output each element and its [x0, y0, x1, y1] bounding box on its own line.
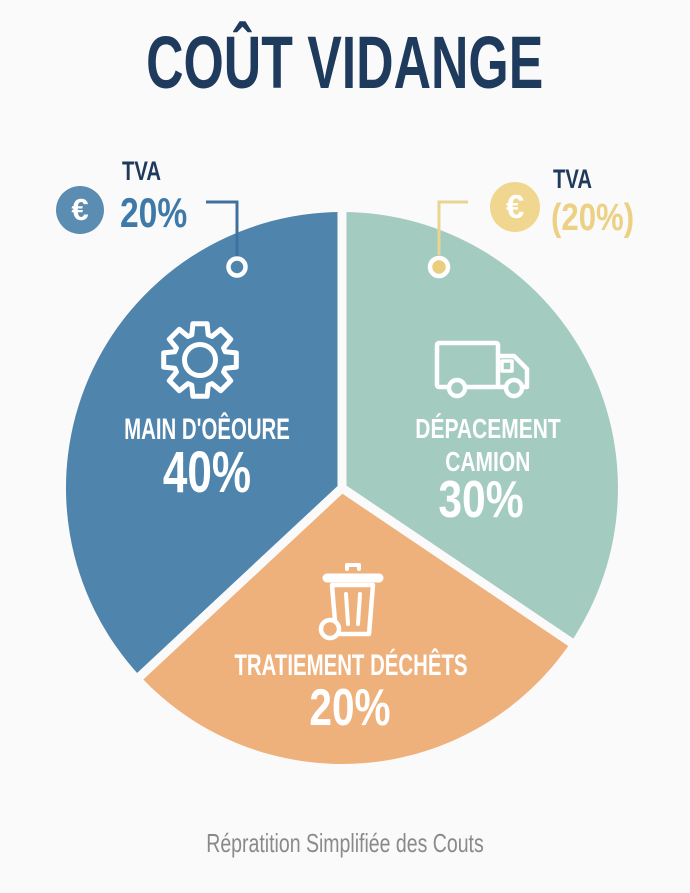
euro-coin-blue: €	[56, 186, 104, 234]
pie-slice-gaps	[134, 209, 576, 682]
slice-value-deplacement-camion: 30%	[438, 471, 524, 529]
tva-right-connector-line	[437, 200, 468, 255]
pie-slice-main-doeuvre	[65, 212, 343, 677]
tva-right-anchor-dot	[427, 255, 451, 279]
tva-left-value: 20%	[120, 189, 188, 236]
pie-wedges	[65, 212, 618, 764]
page-title-text: COÛT VIDANGE	[146, 21, 544, 104]
chart-caption: Répratition Simplifiée des Couts	[0, 830, 690, 857]
slice-value-traitement-dechets: 20%	[309, 679, 391, 737]
euro-coin-yellow: €	[490, 182, 540, 232]
euro-icon: €	[71, 192, 89, 227]
chart-caption-text: Répratition Simplifiée des Couts	[206, 828, 484, 858]
slice-label-main-doeuvre: MAIN D'OÊOURE	[124, 413, 290, 446]
tva-left-label: TVA	[122, 156, 161, 186]
trash-icon	[318, 563, 384, 641]
pie-gap-line	[339, 484, 576, 648]
pie-gap-line	[134, 484, 346, 682]
page-title: COÛT VIDANGE	[0, 26, 690, 100]
tva-left-connector-line	[206, 200, 239, 257]
euro-icon: €	[505, 188, 525, 225]
slice-label-traitement-dechets: TRATIEMENT DÉCHÊTS	[234, 649, 468, 682]
pie-slice-traitement-dechets	[140, 488, 571, 764]
gear-icon	[161, 321, 239, 399]
truck-icon	[434, 340, 530, 399]
pie-slice-deplacement-camion	[342, 212, 618, 643]
slice-value-main-doeuvre: 40%	[162, 440, 252, 505]
tva-left-anchor-dot	[226, 256, 248, 278]
tva-right-value: (20%)	[551, 197, 635, 239]
slice-label-deplacement-camion: DÉPACEMENT CAMION	[415, 413, 561, 478]
tva-right-label: TVA	[553, 164, 592, 194]
